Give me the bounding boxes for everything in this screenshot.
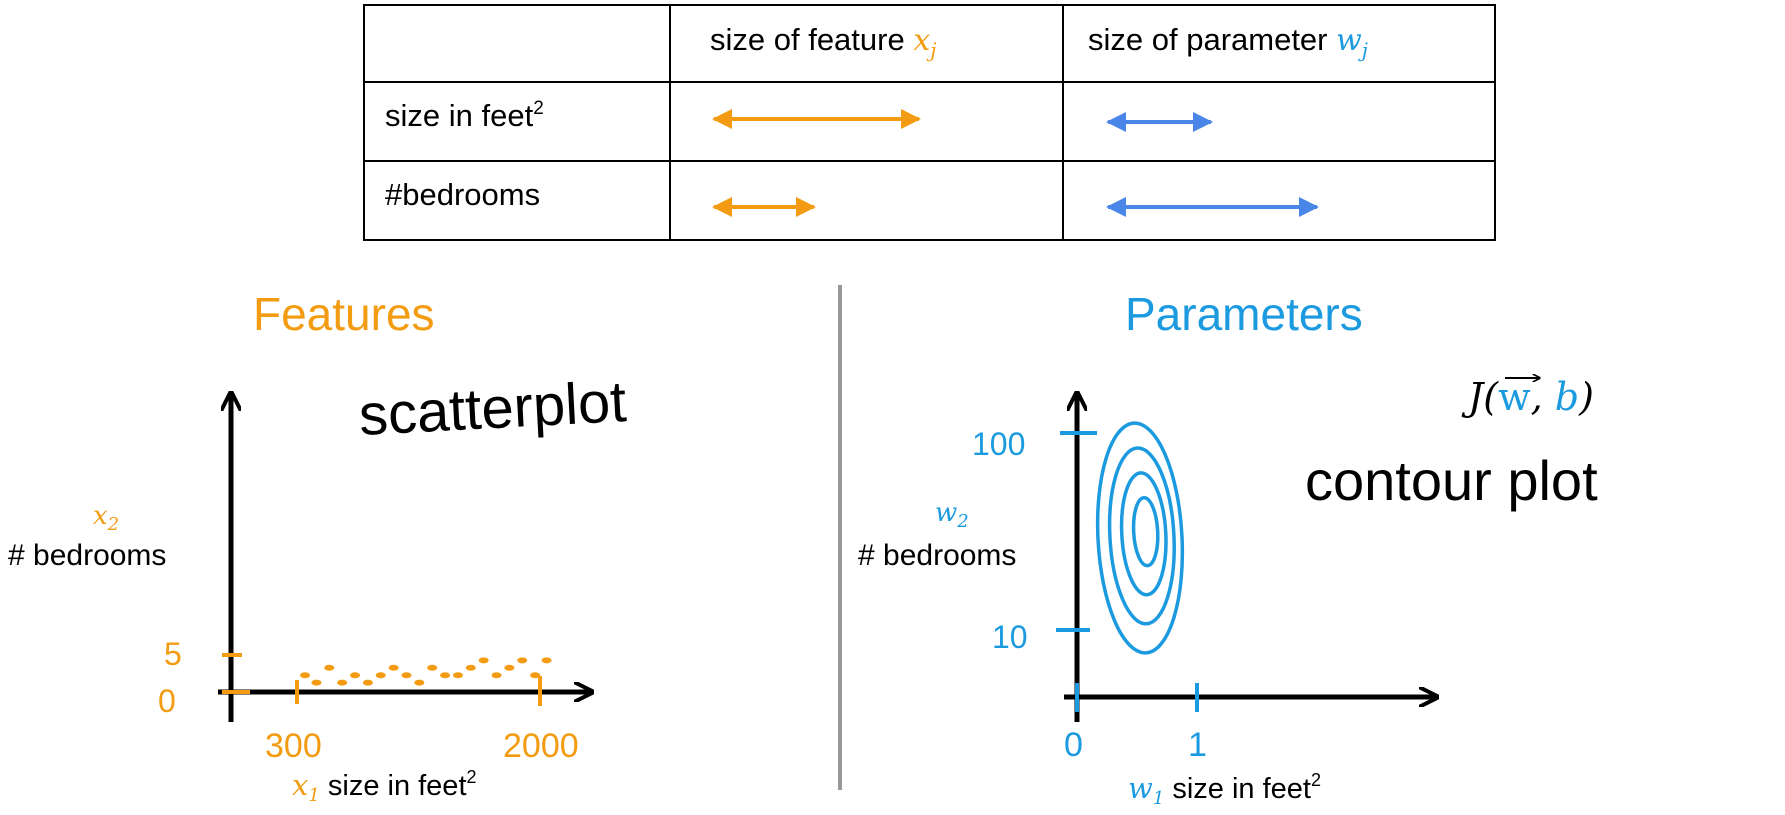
scatter-point — [478, 657, 489, 664]
scatter-point — [504, 664, 515, 671]
scatter-point — [388, 664, 399, 671]
scatter-point — [362, 679, 373, 686]
scatter-point — [452, 672, 463, 679]
parameters-x-tick-1: 1 — [1188, 726, 1207, 764]
comparison-table: size of feature xj size of parameter wj … — [363, 4, 1496, 241]
features-x-tick-2000: 2000 — [503, 727, 579, 765]
scatter-point — [491, 672, 502, 679]
scatter-point — [530, 672, 541, 679]
contour-ring — [1119, 471, 1168, 597]
parameters-x-tick-0: 0 — [1064, 726, 1083, 764]
features-x-tick-300: 300 — [265, 727, 322, 765]
features-panel: Features scatterplot x2 # bedrooms 5 0 3… — [8, 288, 628, 806]
parameters-panel: Parameters J(w, b) contour plot w2 # bed… — [858, 288, 1598, 809]
scatterplot-note: scatterplot — [357, 369, 628, 448]
features-y-var: x2 — [93, 501, 119, 535]
scatter-point — [541, 657, 552, 664]
table-header-parameter: size of parameter wj — [1088, 22, 1368, 62]
parameters-y-tick-10: 10 — [992, 619, 1028, 655]
parameters-title: Parameters — [1125, 288, 1363, 340]
features-title: Features — [253, 288, 435, 340]
features-y-tick-5: 5 — [164, 636, 182, 672]
contour-ring — [1107, 446, 1176, 626]
features-y-tick-0: 0 — [158, 683, 176, 719]
scatter-point — [300, 672, 310, 679]
scatter-points — [300, 657, 552, 686]
table-header-feature: size of feature xj — [710, 22, 936, 62]
features-y-label: # bedrooms — [8, 539, 166, 572]
scatter-point — [427, 664, 438, 671]
scatter-point — [414, 679, 425, 686]
scatter-point — [440, 672, 451, 679]
contour-rings — [1095, 421, 1185, 655]
scatter-point — [375, 672, 386, 679]
scatter-point — [337, 679, 348, 686]
parameters-y-var: w2 — [935, 498, 969, 532]
contour-plot-note: contour plot — [1305, 449, 1598, 512]
parameters-y-label: # bedrooms — [858, 539, 1016, 572]
table-row-label-bedrooms: #bedrooms — [385, 177, 540, 212]
scatter-point — [311, 679, 322, 686]
scatter-point — [350, 672, 361, 679]
contour-ring — [1131, 495, 1160, 568]
scatter-point — [465, 664, 476, 671]
scatter-point — [517, 657, 528, 664]
parameters-y-tick-100: 100 — [972, 426, 1025, 462]
parameters-x-label: w1 size in feet2 — [1128, 770, 1321, 809]
features-x-label: x1 size in feet2 — [292, 767, 477, 806]
contour-ring — [1095, 421, 1185, 655]
table-row-label-size: size in feet2 — [385, 98, 544, 133]
scatter-point — [401, 672, 412, 679]
scatter-point — [324, 664, 335, 671]
cost-function-label: J(w, b) — [1461, 375, 1594, 419]
